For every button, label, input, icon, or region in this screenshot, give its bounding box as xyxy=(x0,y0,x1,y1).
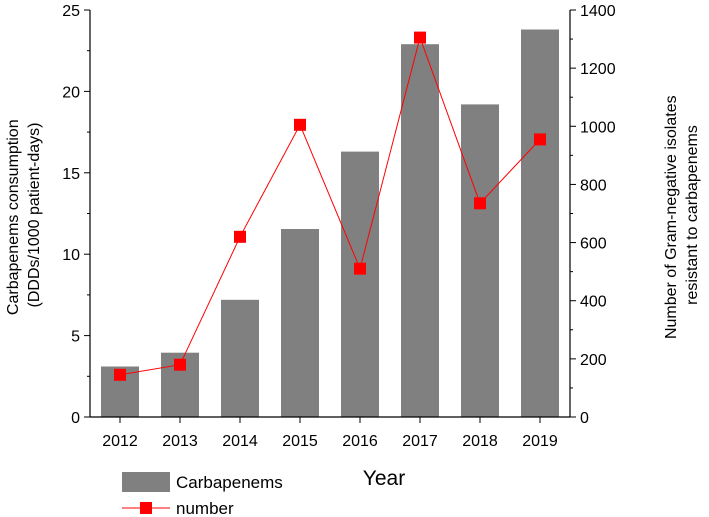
x-tick-label: 2017 xyxy=(402,433,438,450)
x-axis-title: Year xyxy=(363,467,405,490)
y-right-tick-label: 1200 xyxy=(580,61,616,78)
y-axis-right-title: Number of Gram-negative isolates resista… xyxy=(663,91,701,339)
number-point-2017 xyxy=(414,31,426,44)
legend-swatch-carbapenems xyxy=(122,472,170,492)
y-right-tick-label: 200 xyxy=(580,352,607,369)
y-right-tick-label: 400 xyxy=(580,294,607,311)
legend: Carbapenems number xyxy=(122,472,283,517)
bar-2015 xyxy=(281,229,319,417)
y-left-tick-label: 20 xyxy=(62,84,80,101)
bar-2019 xyxy=(521,29,559,417)
y-right-tick-label: 800 xyxy=(580,177,607,194)
x-tick-label: 2015 xyxy=(282,433,318,450)
bar-2018 xyxy=(461,104,499,418)
bar-2017 xyxy=(401,44,439,417)
legend-marker-number xyxy=(140,502,152,514)
bar-series xyxy=(101,29,559,418)
number-point-2016 xyxy=(354,262,366,275)
line-series xyxy=(114,31,546,381)
y-left-tick-label: 15 xyxy=(62,166,80,183)
number-line xyxy=(119,35,541,376)
number-point-2015 xyxy=(294,118,306,131)
number-point-2014 xyxy=(234,230,246,243)
y-axis-left-title-line2: (DDDs/1000 patient-days) xyxy=(26,123,43,308)
number-point-2013 xyxy=(174,358,186,371)
y-axis-right-title-line2: resistant to carbapenems xyxy=(684,125,701,305)
y-right-tick-label: 600 xyxy=(580,236,607,253)
ticks: 0 5 10 15 20 25 0 200 400 600 800 1000 1200 1400 2012 2… xyxy=(62,3,615,450)
x-tick-label: 2013 xyxy=(162,433,198,450)
y-right-tick-label: 1000 xyxy=(580,119,616,136)
x-tick-label: 2016 xyxy=(342,433,378,450)
y-axis-right-title-line1: Number of Gram-negative isolates xyxy=(663,95,680,339)
y-right-tick-label: 1400 xyxy=(580,3,616,20)
x-tick-label: 2012 xyxy=(102,433,138,450)
bar-2016 xyxy=(341,151,379,417)
number-point-2012 xyxy=(114,368,126,381)
y-axis-left-title: Carbapenems consumption (DDDs/1000 patie… xyxy=(5,115,43,315)
y-left-tick-label: 25 xyxy=(62,3,80,20)
y-left-tick-label: 5 xyxy=(71,329,80,346)
x-tick-label: 2014 xyxy=(222,433,258,450)
legend-label-number: number xyxy=(176,499,234,517)
x-tick-label: 2019 xyxy=(522,433,558,450)
number-point-2019 xyxy=(534,133,546,146)
y-left-tick-label: 10 xyxy=(62,247,80,264)
x-tick-label: 2018 xyxy=(462,433,498,450)
y-left-tick-label: 0 xyxy=(71,410,80,427)
y-axis-left-title-line1: Carbapenems consumption xyxy=(5,119,22,315)
bar-2014 xyxy=(221,299,259,417)
legend-label-carbapenems: Carbapenems xyxy=(176,473,283,492)
y-right-tick-label: 0 xyxy=(580,410,589,427)
number-point-2018 xyxy=(474,197,486,210)
